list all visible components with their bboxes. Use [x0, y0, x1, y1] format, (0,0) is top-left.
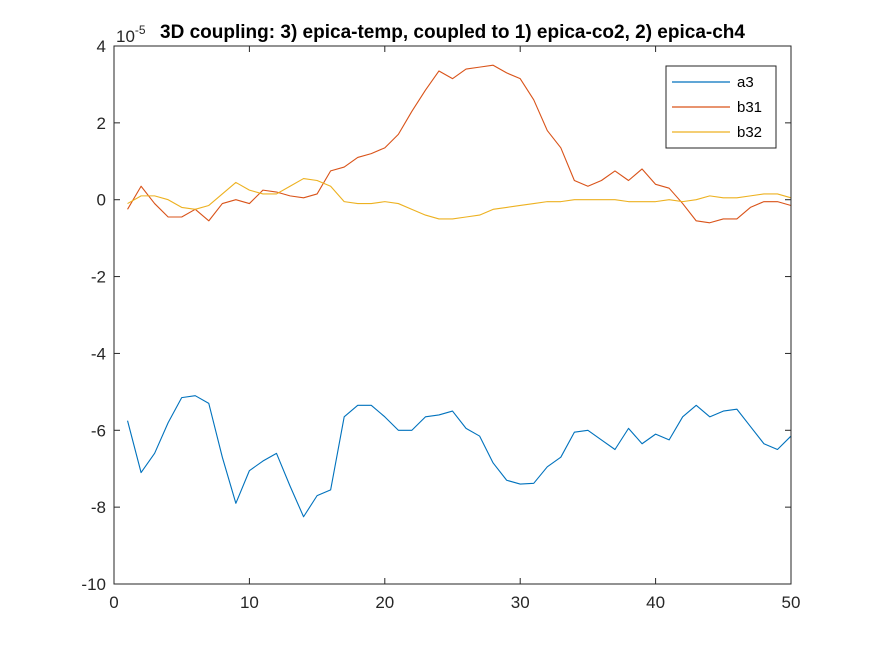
y-tick-label: -2	[91, 268, 106, 287]
series-layer	[127, 64, 792, 518]
y-exponent-base: 10	[116, 27, 135, 46]
axes-box	[113, 45, 792, 585]
y-tick-label: 4	[97, 37, 106, 56]
x-tick-label: 40	[646, 593, 665, 612]
x-tick-label: 20	[375, 593, 394, 612]
legend-label-b32: b32	[737, 124, 762, 141]
y-axis-exponent: 10-5	[116, 23, 146, 46]
legend-label-a3: a3	[737, 74, 754, 91]
series-line-a3	[127, 395, 792, 518]
y-tick-label: -4	[91, 344, 106, 363]
legend: a3 b31 b32	[665, 65, 777, 149]
y-tick-label: 2	[97, 114, 106, 133]
x-tick-label: 30	[511, 593, 530, 612]
y-tick-label: -8	[91, 498, 106, 517]
x-axis-ticks: 0 10 20 30 40 50	[109, 46, 800, 612]
x-tick-label: 10	[240, 593, 259, 612]
series-line-b32	[127, 178, 792, 220]
y-tick-label: 0	[97, 191, 106, 210]
y-exponent-power: -5	[135, 23, 146, 37]
y-tick-label: -10	[81, 575, 106, 594]
x-tick-label: 50	[782, 593, 801, 612]
x-tick-label: 0	[109, 593, 118, 612]
chart-title: 3D coupling: 3) epica-temp, coupled to 1…	[160, 22, 745, 43]
legend-label-b31: b31	[737, 99, 762, 116]
y-tick-label: -6	[91, 421, 106, 440]
y-axis-ticks: -10 -8 -6 -4 -2 0 2 4	[81, 37, 791, 594]
